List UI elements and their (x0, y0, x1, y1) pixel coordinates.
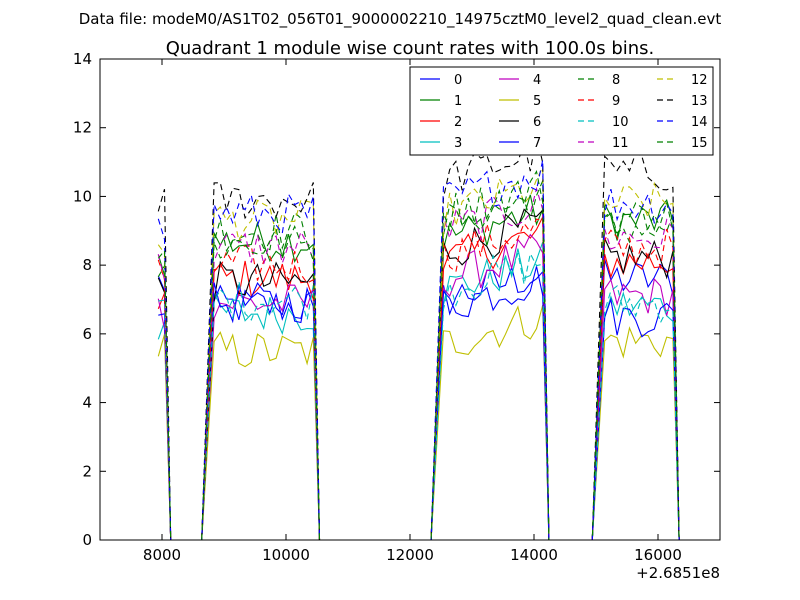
legend-label-1: 1 (454, 94, 462, 109)
legend-label-13: 13 (691, 94, 708, 109)
legend-label-0: 0 (454, 73, 462, 88)
y-tick-label: 6 (82, 325, 92, 343)
chart-title: Quadrant 1 module wise count rates with … (166, 38, 655, 59)
legend-label-12: 12 (691, 73, 708, 88)
series-line-3 (157, 242, 686, 540)
legend-label-4: 4 (533, 73, 541, 88)
y-tick-label: 4 (82, 394, 92, 412)
series-line-12 (157, 167, 686, 540)
series-line-6 (157, 208, 686, 540)
x-offset-label: +2.6851e8 (636, 564, 720, 582)
y-tick-label: 0 (82, 531, 92, 549)
series-line-7 (158, 266, 686, 540)
y-tick-label: 8 (82, 256, 92, 274)
y-tick-label: 12 (73, 119, 92, 137)
series-line-10 (158, 251, 686, 540)
x-tick-label: 12000 (386, 546, 434, 564)
series-line-9 (157, 218, 686, 540)
series-line-0 (157, 259, 686, 540)
legend-label-14: 14 (691, 115, 708, 130)
series-line-5 (157, 304, 686, 540)
legend-label-2: 2 (454, 115, 462, 130)
series-line-14 (157, 159, 686, 540)
legend-label-15: 15 (691, 136, 708, 151)
legend-label-6: 6 (533, 115, 541, 130)
series-line-2 (157, 216, 686, 540)
series-line-1 (157, 194, 686, 540)
legend-label-8: 8 (612, 73, 620, 88)
y-tick-label: 2 (82, 462, 92, 480)
x-tick-label: 14000 (510, 546, 558, 564)
x-tick-label: 8000 (143, 546, 181, 564)
chart-suptitle: Data file: modeM0/AS1T02_056T01_90000022… (79, 10, 722, 29)
x-tick-label: 10000 (262, 546, 310, 564)
legend-label-5: 5 (533, 94, 541, 109)
legend-label-11: 11 (612, 136, 629, 151)
legend-label-9: 9 (612, 94, 620, 109)
y-tick-label: 10 (73, 187, 92, 205)
series-layer (157, 135, 686, 540)
x-tick-label: 16000 (634, 546, 682, 564)
y-tick-label: 14 (73, 50, 92, 68)
series-line-13 (157, 135, 686, 540)
series-line-4 (157, 233, 686, 540)
legend-label-7: 7 (533, 136, 541, 151)
legend-label-3: 3 (454, 136, 462, 151)
series-line-11 (157, 186, 686, 540)
legend-box (409, 66, 714, 156)
legend-label-10: 10 (612, 115, 629, 130)
